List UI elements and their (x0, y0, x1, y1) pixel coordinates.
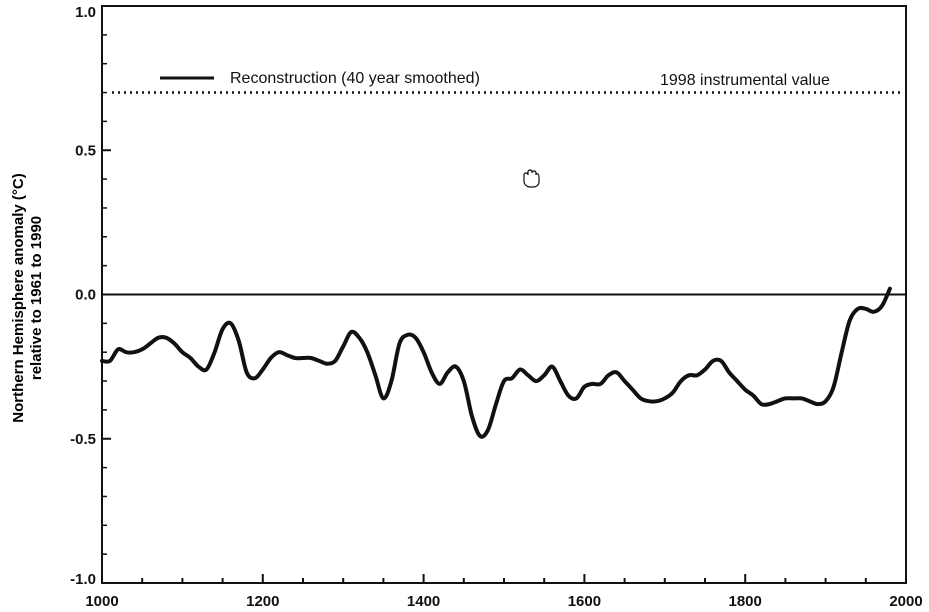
y-tick-label: -1.0 (70, 571, 96, 588)
y-tick-label: 0.5 (75, 142, 96, 159)
y-axis-ticks: 1.0 0.5 0.0 -0.5 -1.0 (70, 4, 111, 588)
x-tick-label: 2000 (889, 593, 922, 610)
x-axis-ticks: 1000 1200 1400 1600 1800 2000 (85, 574, 923, 610)
y-axis-title-line-1: Northern Hemisphere anomaly (°C) (10, 173, 27, 422)
x-tick-label: 1400 (407, 593, 440, 610)
y-axis-title-line-2: relative to 1961 to 1990 (28, 216, 45, 380)
y-tick-label: 1.0 (75, 4, 96, 21)
cursor-hand-icon (523, 169, 540, 188)
x-tick-label: 1600 (568, 593, 601, 610)
legend-instrumental-label: 1998 instrumental value (660, 72, 830, 89)
y-tick-label: 0.0 (75, 287, 96, 304)
y-tick-label: -0.5 (70, 431, 96, 448)
x-tick-label: 1800 (729, 593, 762, 610)
legend: Reconstruction (40 year smoothed) 1998 i… (160, 70, 830, 89)
x-tick-label: 1200 (246, 593, 279, 610)
y-axis-title: Northern Hemisphere anomaly (°C) relativ… (10, 173, 45, 422)
x-tick-label: 1000 (85, 593, 118, 610)
legend-reconstruction-label: Reconstruction (40 year smoothed) (230, 70, 480, 87)
reconstruction-series-line (100, 286, 892, 439)
